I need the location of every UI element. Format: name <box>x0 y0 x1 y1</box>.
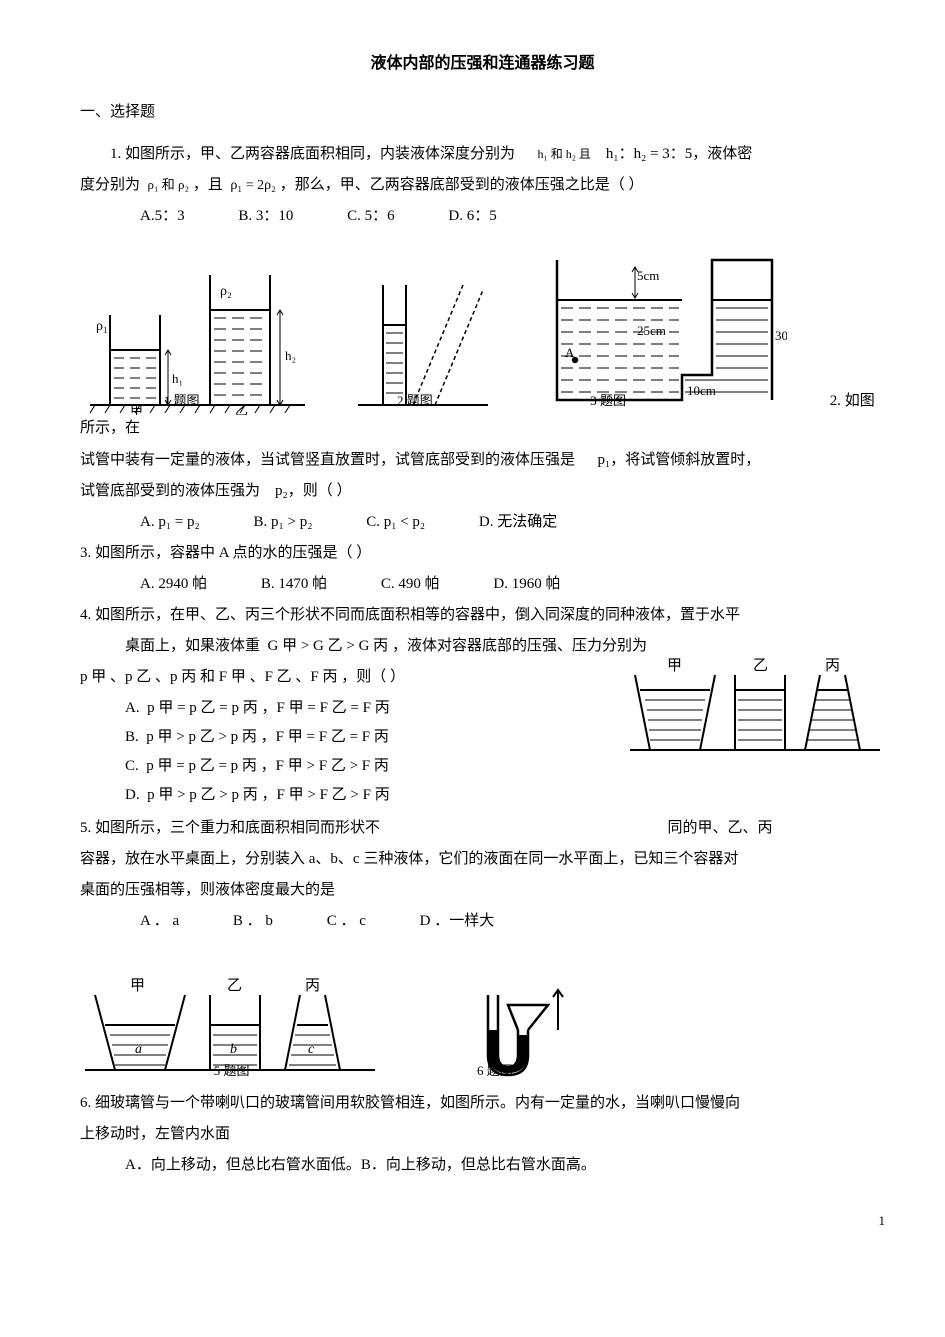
fig5-caption: 5 题图 <box>214 1063 250 1078</box>
q3-opt-b: B. 1470 帕 <box>261 571 327 598</box>
fig3-dim-25cm: 25cm <box>637 323 666 338</box>
fig3-caption: 3 题图 <box>590 393 626 408</box>
q1-hlabels: h₁ 和 h₂ 且 <box>538 147 591 161</box>
page-number: 1 <box>80 1209 885 1232</box>
q3-opt-d: D. 1960 帕 <box>493 571 560 598</box>
svg-text:A: A <box>565 345 575 360</box>
q3-opt-a: A. 2940 帕 <box>140 571 207 598</box>
q4-opt-c-label: C. <box>125 758 146 774</box>
q1-text-c: ，那么，甲、乙两容器底部受到的液体压强之比是（ ） <box>280 177 644 193</box>
q4-g: G 甲 > G 乙 > G 丙 <box>268 638 389 654</box>
q1-ratio: h₁：h₂ = 3：5，液体密 <box>606 146 752 162</box>
q4-opt-d-label: D. <box>125 787 147 803</box>
svg-text:甲: 甲 <box>130 403 143 415</box>
q2-options: A. p₁ = p₂ B. p₁ > p₂ C. p₁ < p₂ D. 无法确定 <box>80 509 885 536</box>
figure-4: 甲 乙 丙 <box>625 655 885 765</box>
q4-opt-b: p 甲 > p 乙 > p 丙 ，F 甲 = F 乙 = F 丙 <box>146 729 389 745</box>
q1-opt-a: A.5：3 <box>140 203 185 230</box>
q4-text-c: ，液体对容器底部的压强、压力分别为 <box>392 638 647 654</box>
q4-opt-d: p 甲 > p 乙 > p 丙 ，F 甲 > F 乙 > F 丙 <box>147 787 390 803</box>
q2-stem-a: 试管中装有一定量的液体，当试管竖直放置时，试管底部受到的液体压强是 p₁，将试管… <box>80 447 885 474</box>
q3-stem: 3. 如图所示，容器中 A 点的水的压强是（ ） <box>80 540 885 567</box>
q1-options: A.5：3 B. 3：10 C. 5：6 D. 6：5 <box>80 203 885 230</box>
figure-6 <box>453 975 583 1085</box>
q4-opt-b-label: B. <box>125 729 146 745</box>
fig4-label-c: 丙 <box>825 658 840 674</box>
fig1-caption: 1 题图 <box>164 393 200 408</box>
fig4-label-a: 甲 <box>667 658 682 674</box>
fig5-liquid-c: c <box>308 1042 315 1057</box>
fig5-label-c: 丙 <box>305 978 320 994</box>
page-title: 液体内部的压强和连通器练习题 <box>80 50 885 79</box>
figure-row-2: 甲 乙 丙 a b c 5 题图 6 题图 <box>80 975 885 1085</box>
q2-opt-b: B. p₁ > p₂ <box>254 509 313 536</box>
q5-opt-b: B ． b <box>233 908 273 935</box>
q5-opt-d: D ．一样大 <box>420 908 495 935</box>
q1-opt-c: C. 5：6 <box>347 203 395 230</box>
svg-text:ρ₁: ρ₁ <box>96 319 108 334</box>
fig6-caption: 6 题图 <box>477 1063 513 1078</box>
q2-p1: p₁，将试管倾斜放置时， <box>598 452 761 468</box>
q1-opt-d: D. 6：5 <box>448 203 496 230</box>
q1-text-b: 度分别为 <box>80 177 140 193</box>
q6-stem-a: 6. 细玻璃管与一个带喇叭口的玻璃管间用软胶管相连，如图所示。内有一定量的水，当… <box>80 1090 885 1117</box>
q2-p2: p₂，则（ ） <box>275 483 351 499</box>
q5-text-r: 同的甲、乙、丙 <box>668 820 773 836</box>
fig3-dim-5cm: 5cm <box>637 268 659 283</box>
fig3-dim-30cm: 30cm <box>775 328 787 343</box>
q6-stem-b: 上移动时，左管内水面 <box>80 1121 885 1148</box>
fig3-dim-10cm: 10cm <box>687 383 716 398</box>
figure-1: ρ₁ ρ₂ h₁ h₂ 甲 乙 <box>80 255 310 415</box>
fig5-label-a: 甲 <box>130 978 145 994</box>
figure-3: 5cm 25cm 30cm 10cm A <box>537 245 787 415</box>
q2-text-b: 试管底部受到的液体压强为 <box>80 483 260 499</box>
q2-opt-a: A. p₁ = p₂ <box>140 509 200 536</box>
section-heading: 一、选择题 <box>80 99 885 126</box>
fig2-caption: 2 题图 <box>397 393 433 408</box>
q4-opt-a-label: A. <box>125 700 147 716</box>
q5-options: A ． a B ． b C ． c D ．一样大 <box>80 908 885 935</box>
svg-text:ρ₂: ρ₂ <box>220 284 232 299</box>
q4-opt-c: p 甲 = p 乙 = p 丙 ，F 甲 > F 乙 > F 丙 <box>146 758 389 774</box>
q2-text-a: 试管中装有一定量的液体，当试管竖直放置时，试管底部受到的液体压强是 <box>80 452 575 468</box>
q1-rho: ρ₁ 和 ρ₂ <box>148 177 190 192</box>
q2-stem-b: 试管底部受到的液体压强为 p₂，则（ ） <box>80 478 885 505</box>
svg-text:h₂: h₂ <box>285 348 296 363</box>
svg-text:h₁: h₁ <box>172 371 183 386</box>
q1-stem2: 度分别为 ρ₁ 和 ρ₂ ，且 ρ₁ = 2ρ₂ ，那么，甲、乙两容器底部受到的… <box>80 172 885 199</box>
fig5-liquid-b: b <box>230 1042 237 1057</box>
fig5-label-b: 乙 <box>227 978 242 994</box>
q4-text-b: 桌面上，如果液体重 <box>125 638 260 654</box>
figure-2 <box>353 255 493 415</box>
q4-stem-a: 4. 如图所示，在甲、乙、丙三个形状不同而底面积相等的容器中，倒入同深度的同种液… <box>80 602 885 629</box>
q1-opt-b: B. 3：10 <box>238 203 293 230</box>
fig4-label-b: 乙 <box>753 658 768 674</box>
q1-text-a: 1. 如图所示，甲、乙两容器底面积相同，内装液体深度分别为 <box>110 146 515 162</box>
q5-opt-a: A ． a <box>140 908 179 935</box>
q2-opt-d: D. 无法确定 <box>479 509 557 536</box>
q5-opt-c: C ． c <box>327 908 366 935</box>
q6-opt-a: A．向上移动，但总比右管水面低。B．向上移动，但总比右管水面高。 <box>80 1152 885 1179</box>
q3-options: A. 2940 帕 B. 1470 帕 C. 490 帕 D. 1960 帕 <box>80 571 885 598</box>
q1-stem: 1. 如图所示，甲、乙两容器底面积相同，内装液体深度分别为 h₁ 和 h₂ 且 … <box>80 141 885 168</box>
q5-stem-row1: 5. 如图所示，三个重力和底面积相同而形状不 同的甲、乙、丙 <box>80 815 885 842</box>
q5-stem-c: 桌面的压强相等，则液体密度最大的是 <box>80 877 885 904</box>
q1-rel: ρ₁ = 2ρ₂ <box>230 178 276 193</box>
svg-text:乙: 乙 <box>235 403 248 415</box>
q3-opt-c: C. 490 帕 <box>381 571 440 598</box>
q5-stem-b: 容器，放在水平桌面上，分别装入 a、b、c 三种液体，它们的液面在同一水平面上，… <box>80 846 885 873</box>
q4-opt-a: p 甲 = p 乙 = p 丙 ，F 甲 = F 乙 = F 丙 <box>147 700 390 716</box>
fig5-liquid-a: a <box>135 1042 142 1057</box>
figure-row-1: ρ₁ ρ₂ h₁ h₂ 甲 乙 1 题图 <box>80 245 885 442</box>
q5-text-a: 5. 如图所示，三个重力和底面积相同而形状不 <box>80 820 380 836</box>
q2-opt-c: C. p₁ < p₂ <box>366 509 425 536</box>
q1-and: ，且 <box>193 177 223 193</box>
